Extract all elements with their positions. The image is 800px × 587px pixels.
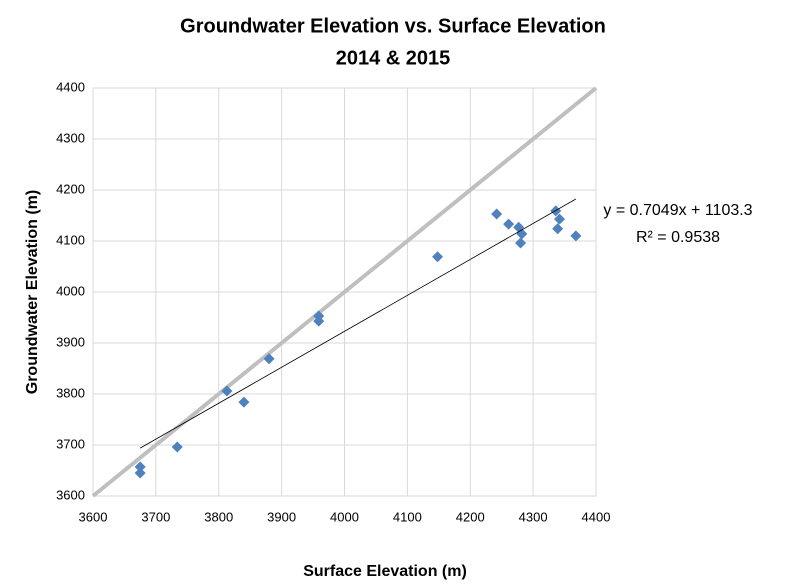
y-tick-label: 3900 bbox=[56, 334, 85, 349]
x-tick-label: 4200 bbox=[456, 509, 485, 524]
chart-title: Groundwater Elevation vs. Surface Elevat… bbox=[180, 15, 606, 37]
scatter-point bbox=[238, 396, 250, 408]
x-tick-label: 3900 bbox=[267, 509, 296, 524]
y-tick-label: 4300 bbox=[56, 130, 85, 145]
x-tick-label: 3600 bbox=[79, 509, 108, 524]
scatter-point bbox=[134, 461, 146, 473]
reference-line bbox=[91, 86, 598, 498]
y-tick-label: 3600 bbox=[56, 487, 85, 502]
x-tick-label: 4300 bbox=[519, 509, 548, 524]
scatter-point bbox=[432, 251, 444, 263]
y-axis-title: Groundwater Elevation (m) bbox=[24, 190, 41, 394]
x-tick-label: 3800 bbox=[204, 509, 233, 524]
scatter-point bbox=[515, 237, 527, 249]
x-axis-title: Surface Elevation (m) bbox=[303, 563, 467, 580]
chart-subtitle: 2014 & 2015 bbox=[336, 47, 451, 69]
trend-equation: y = 0.7049x + 1103.3 bbox=[603, 202, 752, 219]
scatter-point bbox=[554, 213, 566, 225]
scatter-point bbox=[552, 223, 564, 235]
scatter-point bbox=[503, 218, 515, 230]
scatter-point bbox=[570, 230, 582, 242]
plot-border bbox=[92, 87, 597, 497]
x-tick-label: 4100 bbox=[393, 509, 422, 524]
scatter-point bbox=[263, 353, 275, 365]
x-tick-label: 4000 bbox=[330, 509, 359, 524]
y-tick-label: 3700 bbox=[56, 436, 85, 451]
y-tick-label: 4400 bbox=[56, 79, 85, 94]
scatter-point bbox=[134, 467, 146, 479]
scatter-point bbox=[313, 315, 325, 327]
trend-r2: R² = 0.9538 bbox=[636, 229, 720, 246]
x-tick-label: 3700 bbox=[141, 509, 170, 524]
y-tick-label: 4200 bbox=[56, 181, 85, 196]
trend-line bbox=[139, 198, 577, 449]
y-tick-label: 3800 bbox=[56, 385, 85, 400]
scatter-point bbox=[171, 441, 183, 453]
scatter-point bbox=[491, 208, 503, 220]
x-tick-label: 4400 bbox=[582, 509, 611, 524]
y-tick-label: 4100 bbox=[56, 232, 85, 247]
scatter-point bbox=[221, 385, 233, 397]
y-tick-label: 4000 bbox=[56, 283, 85, 298]
